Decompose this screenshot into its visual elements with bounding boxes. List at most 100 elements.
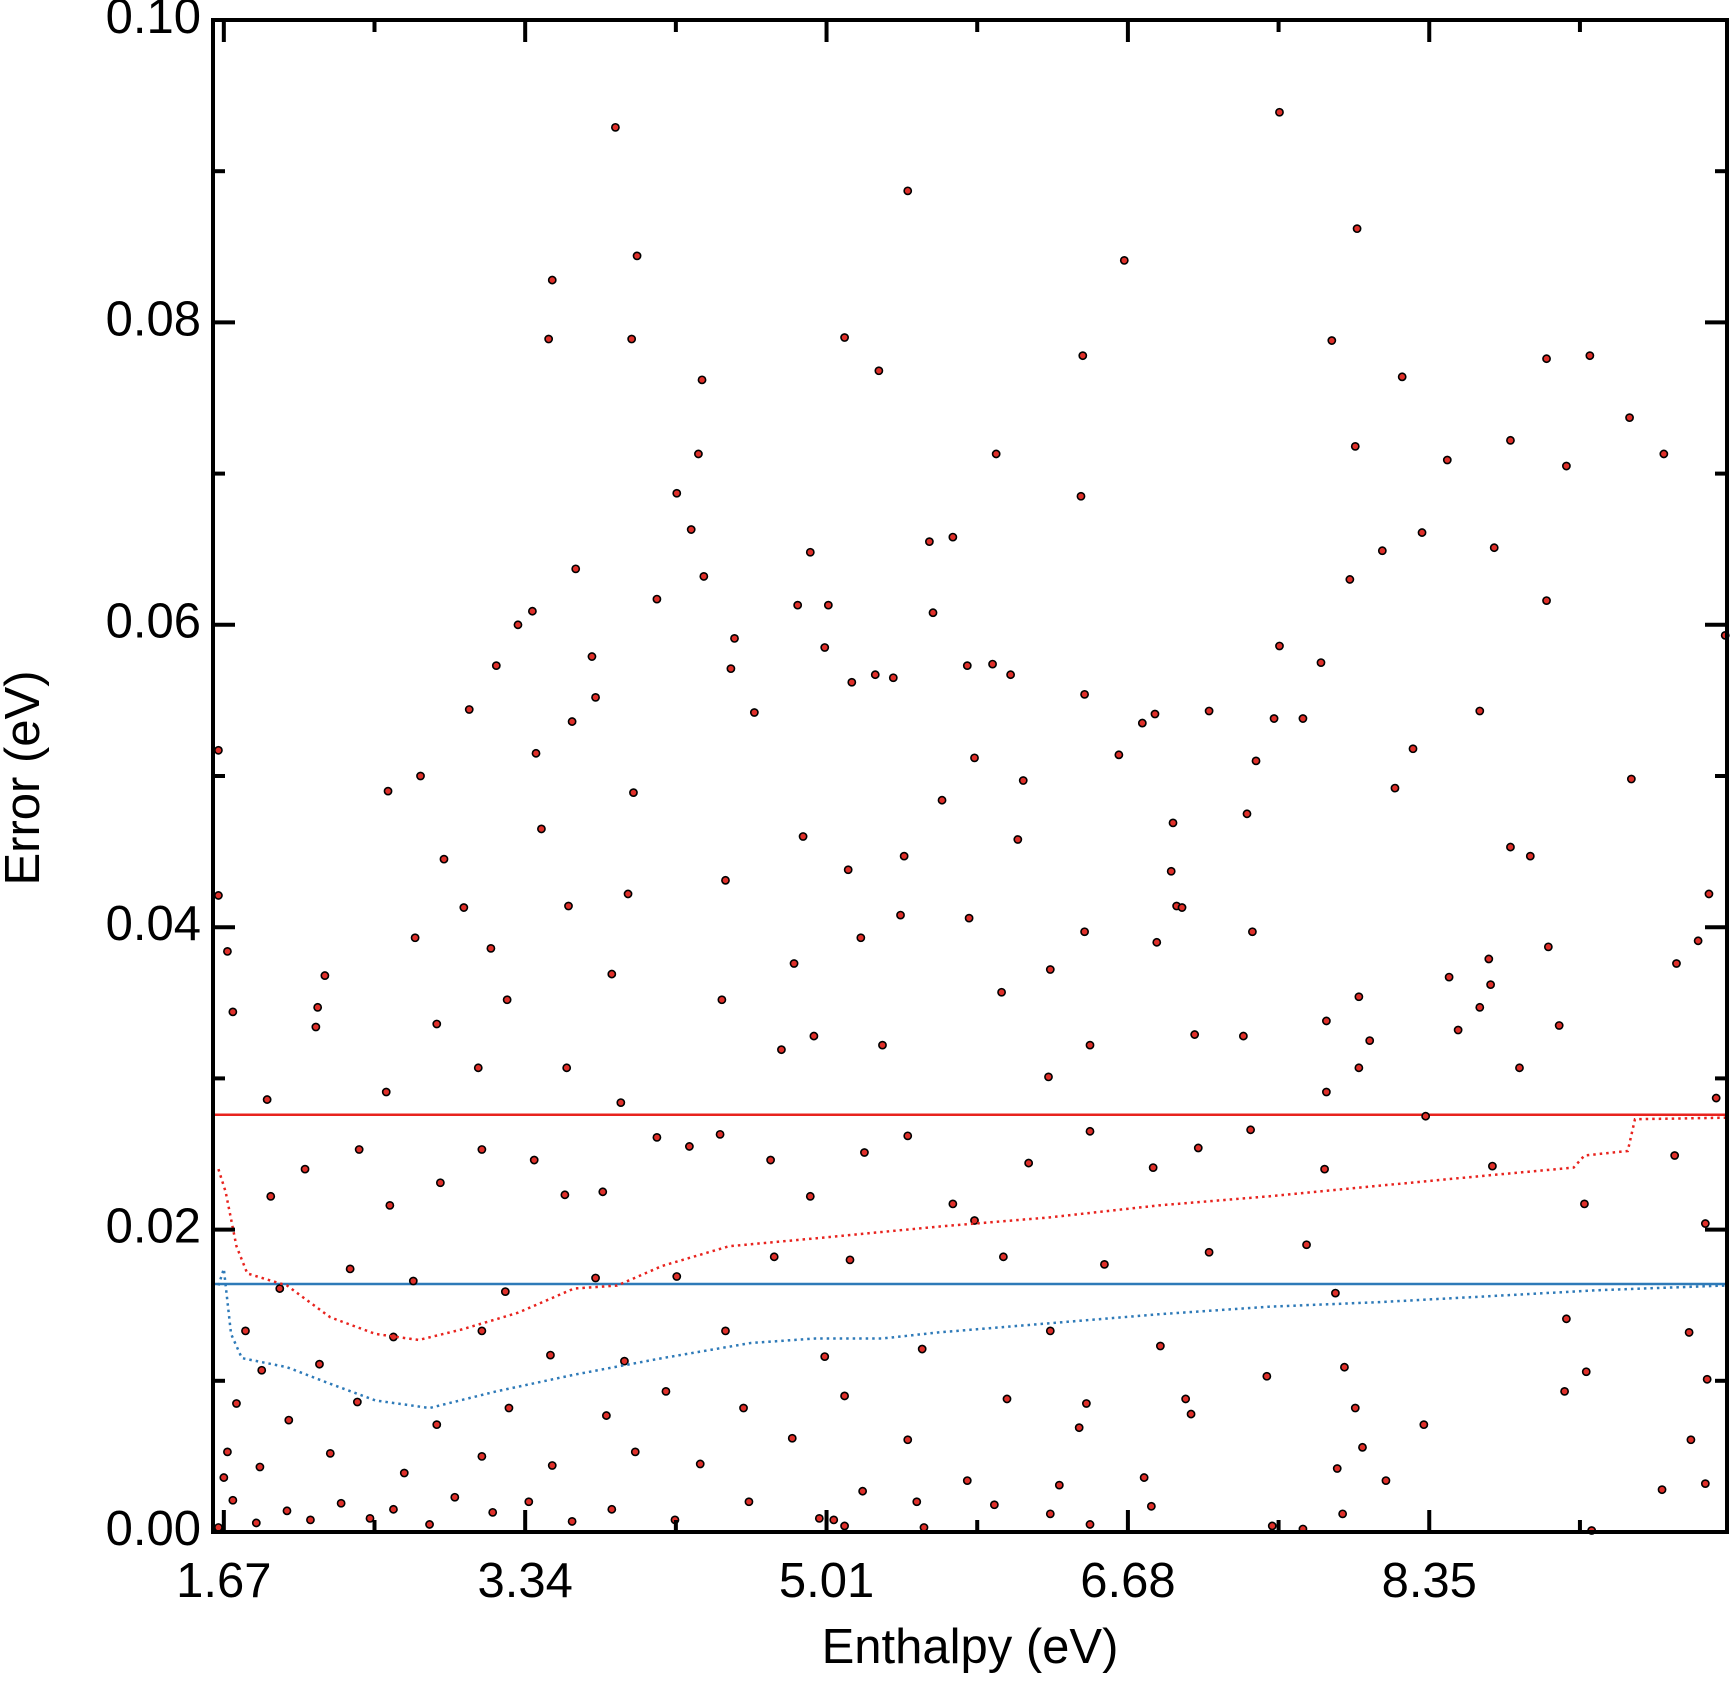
scatter-point xyxy=(1275,107,1284,117)
scatter-point xyxy=(547,1461,557,1470)
scatter-point xyxy=(284,1415,294,1425)
scatter-point xyxy=(652,594,662,604)
y-tick-label: 0.10 xyxy=(106,0,201,44)
scatter-point xyxy=(1354,1063,1364,1073)
scatter-point xyxy=(616,1098,626,1107)
y-tick-label: 0.08 xyxy=(106,292,201,346)
scatter-point xyxy=(672,1272,682,1281)
scatter-point xyxy=(917,1344,927,1354)
scatter-point xyxy=(793,600,803,610)
scatter-point xyxy=(241,1326,250,1336)
scatter-point xyxy=(1561,461,1571,471)
scatter-point xyxy=(1148,1163,1158,1173)
scatter-point xyxy=(529,1155,539,1165)
scatter-point xyxy=(845,1255,855,1265)
scatter-point xyxy=(408,1276,418,1286)
scatter-point xyxy=(313,1002,323,1012)
scatter-point xyxy=(1377,546,1387,556)
scatter-point xyxy=(789,959,799,968)
plot-frame xyxy=(211,18,1729,1534)
x-tick-label: 5.01 xyxy=(779,1554,874,1608)
threshold-curve xyxy=(217,1116,1726,1342)
scatter-point xyxy=(814,1513,824,1523)
scatter-point xyxy=(381,1087,391,1097)
scatter-point xyxy=(352,1397,362,1407)
scatter-point xyxy=(410,933,420,943)
scatter-point xyxy=(843,865,853,875)
scatter-point xyxy=(1693,936,1703,946)
scatter-point xyxy=(345,1264,355,1274)
scatter-point xyxy=(416,771,425,781)
scatter-point xyxy=(1024,1158,1034,1168)
scatter-point xyxy=(1700,1479,1710,1489)
scatter-point xyxy=(1146,1501,1156,1511)
scatter-point xyxy=(840,1521,849,1531)
scatter-point xyxy=(805,547,815,557)
scatter-point xyxy=(684,1142,694,1151)
scatter-point xyxy=(1331,1288,1340,1298)
scatter-point xyxy=(1168,818,1178,828)
scatter-point xyxy=(306,1515,315,1525)
y-tick-label: 0.00 xyxy=(106,1502,201,1556)
scatter-point xyxy=(1358,1442,1367,1452)
scatter-point xyxy=(513,620,523,630)
scatter-point xyxy=(1408,744,1418,754)
scatter-point xyxy=(744,1497,754,1507)
scatter-point xyxy=(567,1517,577,1526)
scatter-point xyxy=(425,1520,434,1529)
scatter-point xyxy=(1238,1031,1248,1041)
scatter-point xyxy=(1684,1328,1694,1337)
scatter-point xyxy=(232,1399,241,1408)
scatter-point xyxy=(652,1132,662,1142)
scatter-point xyxy=(1672,959,1681,968)
scatter-point xyxy=(1321,1087,1331,1097)
scatter-point xyxy=(1340,1362,1349,1372)
scatter-point xyxy=(325,1448,335,1458)
scatter-point xyxy=(1350,1403,1360,1413)
scatter-point xyxy=(1045,1509,1055,1519)
scatter-point xyxy=(1657,1485,1667,1495)
scatter-point xyxy=(320,971,330,980)
scatter-point xyxy=(1302,1240,1311,1250)
scatter-point xyxy=(726,664,736,674)
scatter-point xyxy=(383,786,393,796)
scatter-point xyxy=(1542,354,1551,364)
scatter-point xyxy=(477,1452,487,1461)
scatter-point xyxy=(1626,774,1636,784)
scatter-point xyxy=(630,1447,640,1457)
scatter-point xyxy=(1475,1002,1485,1012)
scatter-point xyxy=(1488,1161,1497,1171)
scatter-point xyxy=(1444,972,1454,982)
scatter-point xyxy=(823,600,833,610)
scatter-point xyxy=(1580,1199,1589,1209)
x-axis-label: Enthalpy (eV) xyxy=(822,1620,1119,1674)
scatter-point xyxy=(623,889,633,899)
scatter-point xyxy=(477,1326,487,1336)
scatter-point xyxy=(840,333,849,342)
scatter-point xyxy=(1365,1036,1375,1045)
scatter-point xyxy=(1275,641,1284,651)
scatter-point xyxy=(385,1201,395,1210)
scatter-point xyxy=(1670,1151,1680,1160)
x-tick-label: 3.34 xyxy=(477,1554,572,1608)
scatter-point xyxy=(715,1129,725,1139)
scatter-point xyxy=(739,1403,748,1413)
scatter-point xyxy=(856,933,866,943)
scatter-point xyxy=(1525,851,1535,861)
scatter-point xyxy=(528,606,537,616)
scatter-point xyxy=(315,1359,324,1369)
scatter-point xyxy=(591,1273,600,1283)
scatter-point xyxy=(878,1040,887,1050)
scatter-point xyxy=(1248,927,1257,937)
scatter-point xyxy=(903,1435,913,1445)
scatter-point xyxy=(544,334,554,344)
scatter-point xyxy=(777,1045,786,1055)
scatter-point xyxy=(399,1468,409,1478)
scatter-point xyxy=(749,708,759,717)
scatter-point xyxy=(695,1459,705,1469)
scatter-point xyxy=(991,449,1001,459)
scatter-point xyxy=(1354,992,1364,1002)
scatter-point xyxy=(896,910,905,920)
scatter-point xyxy=(721,875,730,885)
scatter-point xyxy=(1475,706,1485,716)
